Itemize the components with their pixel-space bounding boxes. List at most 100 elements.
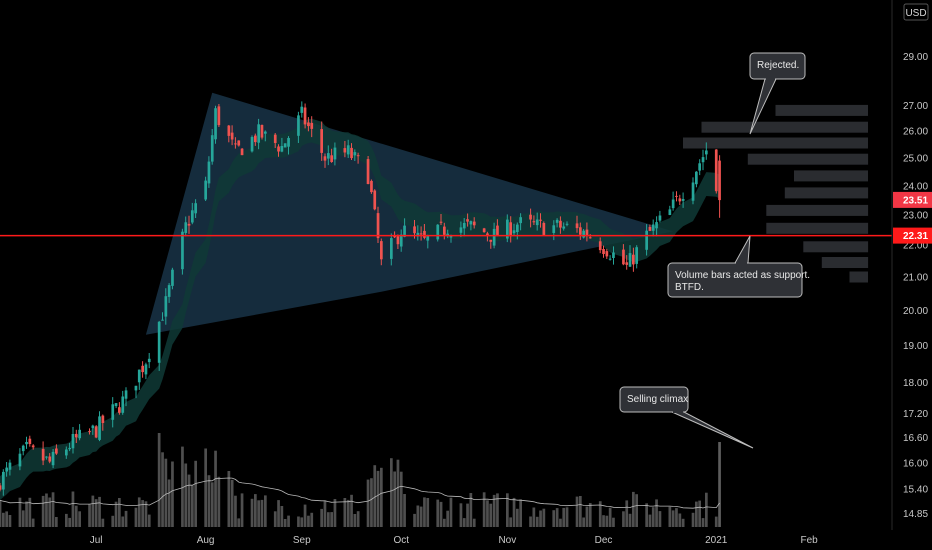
candle-body[interactable] <box>509 222 512 237</box>
candle-body[interactable] <box>240 148 244 156</box>
candle-body[interactable] <box>171 269 174 286</box>
candle-body[interactable] <box>671 199 675 209</box>
candle-body[interactable] <box>658 215 662 221</box>
candle-body[interactable] <box>74 433 78 438</box>
candle-body[interactable] <box>283 143 287 148</box>
candle-body[interactable] <box>194 203 197 214</box>
candle-body[interactable] <box>416 232 420 237</box>
candle-body[interactable] <box>559 220 562 228</box>
candle-body[interactable] <box>645 230 648 250</box>
candle-body[interactable] <box>399 234 403 247</box>
candle-body[interactable] <box>466 219 469 222</box>
candle-body[interactable] <box>598 241 602 251</box>
candle-body[interactable] <box>157 321 161 363</box>
candle-body[interactable] <box>390 238 393 259</box>
candle-body[interactable] <box>144 364 148 375</box>
candle-body[interactable] <box>303 107 307 125</box>
candle-body[interactable] <box>529 214 532 220</box>
candle-body[interactable] <box>167 285 171 297</box>
candle-body[interactable] <box>705 150 708 155</box>
candle-body[interactable] <box>655 222 658 229</box>
candle-body[interactable] <box>353 152 357 156</box>
candle-body[interactable] <box>114 403 118 407</box>
candle-body[interactable] <box>217 106 221 126</box>
candle-body[interactable] <box>423 230 426 238</box>
candle-body[interactable] <box>48 456 52 462</box>
candle-body[interactable] <box>51 451 55 466</box>
candle-body[interactable] <box>552 225 556 233</box>
candle-body[interactable] <box>579 227 582 235</box>
candle-body[interactable] <box>184 222 188 233</box>
candle-body[interactable] <box>207 161 211 184</box>
candle-body[interactable] <box>695 171 698 185</box>
candle-body[interactable] <box>648 227 652 231</box>
candle-body[interactable] <box>681 199 685 201</box>
candle-body[interactable] <box>18 453 22 467</box>
candle-body[interactable] <box>602 249 605 254</box>
candle-body[interactable] <box>310 122 314 129</box>
candle-body[interactable] <box>562 226 566 229</box>
candle-body[interactable] <box>227 125 231 136</box>
candle-body[interactable] <box>280 146 284 152</box>
candle-body[interactable] <box>492 228 496 246</box>
candle-body[interactable] <box>257 124 260 143</box>
candle-body[interactable] <box>25 442 28 445</box>
candle-body[interactable] <box>71 434 75 449</box>
candle-body[interactable] <box>234 143 237 145</box>
candle-body[interactable] <box>287 138 290 147</box>
candle-body[interactable] <box>343 148 347 153</box>
candle-body[interactable] <box>41 448 45 461</box>
candle-body[interactable] <box>419 233 423 235</box>
candle-body[interactable] <box>449 235 453 238</box>
candle-body[interactable] <box>532 221 536 223</box>
candle-body[interactable] <box>436 224 440 240</box>
candle-body[interactable] <box>350 147 353 159</box>
candle-body[interactable] <box>210 135 214 162</box>
candle-body[interactable] <box>506 219 509 239</box>
candle-body[interactable] <box>187 223 191 226</box>
candle-body[interactable] <box>698 163 701 171</box>
candle-body[interactable] <box>134 385 138 391</box>
candle-body[interactable] <box>277 146 280 152</box>
candle-body[interactable] <box>31 445 35 448</box>
candle-body[interactable] <box>443 226 446 235</box>
candle-body[interactable] <box>489 239 493 242</box>
candle-body[interactable] <box>161 319 164 321</box>
candle-body[interactable] <box>469 221 473 225</box>
candle-body[interactable] <box>297 115 300 136</box>
candle-body[interactable] <box>5 467 8 472</box>
candle-body[interactable] <box>8 462 12 470</box>
candle-body[interactable] <box>396 236 400 245</box>
candle-body[interactable] <box>582 230 585 238</box>
callout-support[interactable]: Volume bars acted as support.BTFD. <box>667 235 810 298</box>
candle-body[interactable] <box>678 198 682 202</box>
price-axis-panel[interactable] <box>892 0 932 550</box>
callout-climax[interactable]: Selling climax <box>619 386 754 449</box>
candle-body[interactable] <box>91 425 95 429</box>
candle-body[interactable] <box>459 227 463 233</box>
candle-body[interactable] <box>254 135 257 143</box>
candle-body[interactable] <box>346 145 350 155</box>
candle-body[interactable] <box>714 149 718 192</box>
candle-body[interactable] <box>403 225 406 237</box>
candle-body[interactable] <box>393 236 396 238</box>
candle-body[interactable] <box>300 106 304 113</box>
candle-body[interactable] <box>472 221 476 226</box>
candle-body[interactable] <box>191 210 194 223</box>
candle-body[interactable] <box>635 247 638 264</box>
candle-body[interactable] <box>230 132 234 140</box>
candle-body[interactable] <box>141 365 144 373</box>
candle-body[interactable] <box>333 147 337 160</box>
candle-body[interactable] <box>330 155 333 162</box>
candle-body[interactable] <box>535 219 539 226</box>
candle-body[interactable] <box>124 390 128 399</box>
candle-body[interactable] <box>439 221 443 223</box>
candle-body[interactable] <box>366 159 370 184</box>
candle-body[interactable] <box>320 129 323 153</box>
candle-body[interactable] <box>260 125 264 138</box>
candle-body[interactable] <box>327 153 330 159</box>
candle-body[interactable] <box>250 137 254 152</box>
candle-body[interactable] <box>519 217 522 224</box>
candle-body[interactable] <box>356 155 360 157</box>
